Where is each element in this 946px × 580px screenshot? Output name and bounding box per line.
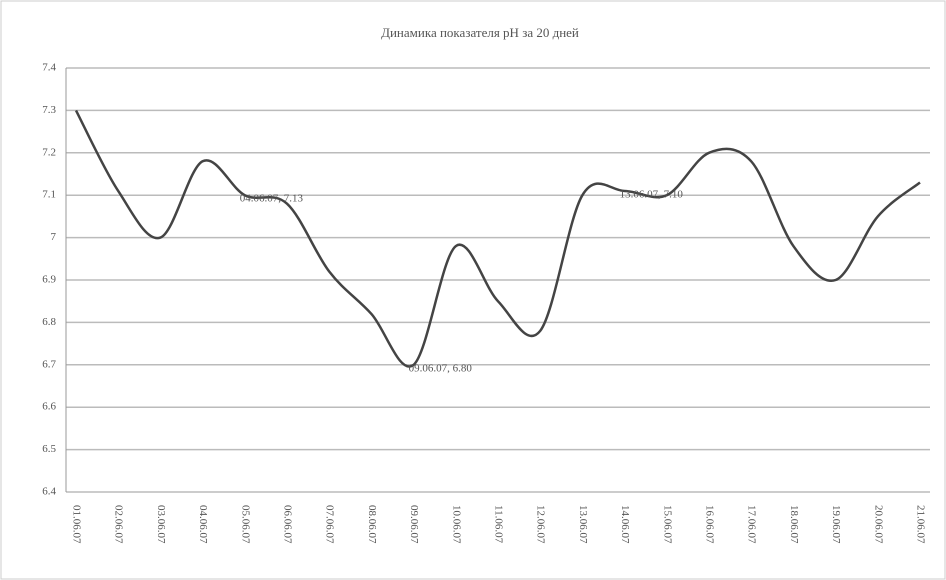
y-tick-label: 7.3 — [42, 104, 56, 116]
y-tick-label: 6.9 — [42, 274, 56, 286]
annotation: 09.06.07, 6.80 — [409, 362, 473, 374]
x-tick-label: 21.06.07 — [914, 505, 926, 544]
y-tick-label: 6.8 — [42, 316, 56, 328]
data-line — [74, 109, 921, 368]
x-tick-label: 11.06.07 — [492, 505, 504, 544]
x-tick-label: 05.06.07 — [239, 505, 251, 544]
x-tick-label: 18.06.07 — [788, 505, 800, 544]
x-tick-label: 06.06.07 — [281, 505, 293, 544]
y-tick-label: 7.1 — [42, 189, 56, 201]
y-tick-label: 7 — [51, 231, 57, 243]
x-tick-label: 02.06.07 — [113, 505, 125, 544]
y-tick-label: 7.4 — [42, 62, 56, 74]
chart-title: Динамика показателя pH за 20 дней — [381, 25, 579, 40]
x-tick-label: 16.06.07 — [703, 505, 715, 544]
x-tick-label: 10.06.07 — [450, 505, 462, 544]
x-tick-label: 19.06.07 — [830, 505, 842, 544]
x-tick-label: 15.06.07 — [661, 505, 673, 544]
annotation: 04.06.07, 7.13 — [240, 193, 304, 205]
x-tick-label: 17.06.07 — [746, 505, 758, 544]
x-tick-label: 07.06.07 — [324, 505, 336, 544]
y-tick-label: 6.5 — [42, 443, 56, 455]
y-tick-label: 6.6 — [42, 401, 56, 413]
annotation: 13.06.07, 7.10 — [620, 188, 684, 200]
x-tick-label: 09.06.07 — [408, 505, 420, 544]
x-tick-label: 03.06.07 — [155, 505, 167, 544]
x-tick-label: 01.06.07 — [70, 505, 82, 544]
x-tick-label: 04.06.07 — [197, 505, 209, 544]
y-tick-label: 6.4 — [42, 486, 56, 498]
x-tick-label: 14.06.07 — [619, 505, 631, 544]
x-tick-label: 13.06.07 — [577, 505, 589, 544]
y-tick-label: 7.2 — [42, 146, 56, 158]
x-tick-label: 12.06.07 — [535, 505, 547, 544]
x-tick-label: 08.06.07 — [366, 505, 378, 544]
x-tick-label: 20.06.07 — [872, 505, 884, 544]
y-tick-label: 6.7 — [42, 358, 56, 370]
